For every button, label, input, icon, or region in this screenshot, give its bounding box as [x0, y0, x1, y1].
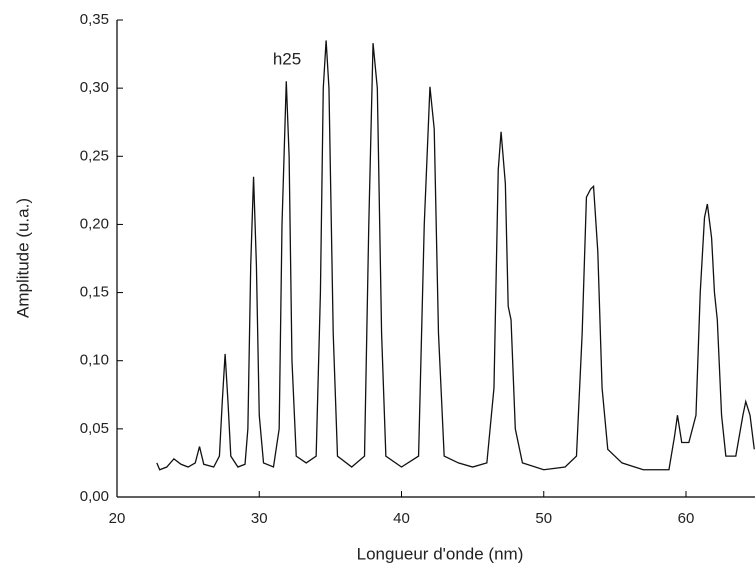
- y-tick-label: 0,35: [80, 11, 109, 28]
- x-tick-label: 40: [393, 510, 410, 527]
- y-tick-label: 0,30: [80, 79, 109, 96]
- y-tick-label: 0,15: [80, 284, 109, 301]
- y-tick-label: 0,25: [80, 147, 109, 164]
- x-tick-label: 20: [109, 510, 126, 527]
- y-tick-label: 0,00: [80, 488, 109, 505]
- y-axis-label: Amplitude (u.a.): [13, 198, 32, 318]
- x-tick-label: 50: [535, 510, 552, 527]
- x-axis-label: Longueur d'onde (nm): [357, 544, 524, 563]
- y-tick-label: 0,10: [80, 352, 109, 369]
- x-tick-label: 30: [251, 510, 268, 527]
- y-tick-label: 0,20: [80, 215, 109, 232]
- spectrum-line: [156, 40, 755, 471]
- annotation: h25: [273, 49, 301, 68]
- x-tick-label: 60: [678, 510, 695, 527]
- y-tick-label: 0,05: [80, 420, 109, 437]
